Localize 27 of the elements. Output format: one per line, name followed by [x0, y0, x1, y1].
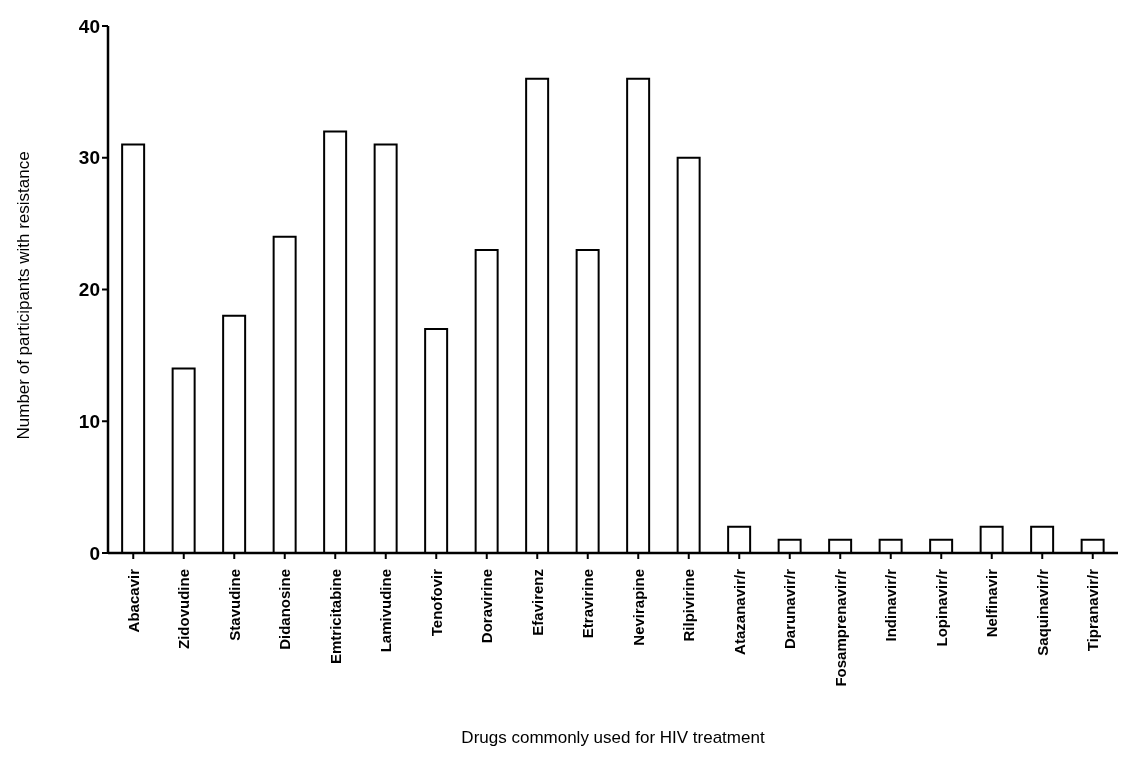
x-tick-label: Lamivudine: [377, 569, 395, 653]
x-tick-label: Nelfinavir: [983, 568, 1001, 638]
x-tick-label: Tenofovir: [427, 568, 445, 637]
x-tick-label: Efavirenz: [528, 569, 546, 636]
x-tick-label: Fosamprenavir/r: [831, 568, 849, 687]
x-tick-label: Etravirine: [579, 569, 597, 639]
x-tick-label: Nevirapine: [629, 569, 647, 646]
x-tick-label: Lopinavir/r: [932, 568, 950, 647]
x-tick-label: Darunavir/r: [781, 568, 799, 650]
y-tick-label: 10: [78, 410, 100, 432]
x-tick-label: Indinavir/r: [882, 568, 900, 642]
y-axis-title: Number of participants with resistance: [14, 151, 34, 440]
x-tick-label: Didanosine: [276, 569, 294, 650]
x-tick-label: Saquinavir/r: [1033, 568, 1051, 656]
y-tick-label: 0: [89, 542, 100, 564]
x-tick-label: Atazanavir/r: [730, 568, 748, 655]
x-tick-label: Zidovudine: [175, 569, 193, 649]
x-axis-title: Drugs commonly used for HIV treatment: [461, 728, 765, 747]
x-tick-label: Tipranavir/r: [1084, 568, 1102, 652]
y-tick-label: 20: [78, 279, 100, 301]
x-tick-label: Rilpivirine: [680, 569, 698, 642]
x-tick-label: Doravirine: [478, 569, 496, 644]
y-tick-label: 30: [78, 147, 100, 169]
x-tick-label: Stavudine: [225, 569, 243, 641]
x-tick-label: Emtricitabine: [326, 569, 344, 665]
x-tick-label: Abacavir: [124, 568, 142, 633]
y-tick-label: 40: [78, 15, 100, 37]
